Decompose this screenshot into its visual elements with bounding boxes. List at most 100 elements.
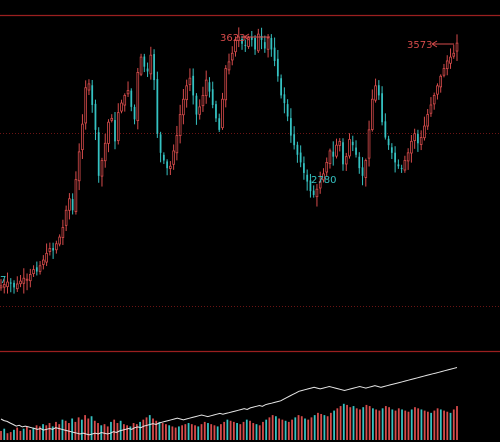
candle-body <box>322 173 325 181</box>
volume-bar <box>297 415 300 440</box>
candle-body <box>178 114 182 137</box>
candle-body <box>367 129 371 159</box>
volume-bar <box>210 424 213 440</box>
candle-body <box>42 259 45 265</box>
volume-bar <box>229 420 232 440</box>
volume-bar <box>249 420 251 440</box>
candle-body <box>328 150 332 165</box>
volume-bar <box>281 419 284 440</box>
volume-bar <box>401 409 403 440</box>
volume-bar <box>355 408 358 440</box>
volume-bar <box>207 423 209 440</box>
candle-body <box>81 123 84 151</box>
volume-bar <box>346 404 348 440</box>
volume-bar <box>317 412 319 440</box>
candle-body <box>358 156 361 169</box>
candle-body <box>390 147 393 153</box>
candle-body <box>84 87 87 124</box>
candle-body <box>344 156 348 165</box>
candle-body <box>283 94 286 104</box>
candle-body <box>452 52 456 57</box>
candle-body <box>146 68 149 72</box>
volume-bar <box>29 429 32 440</box>
volume-bar <box>232 421 235 440</box>
volume-bar <box>132 423 135 440</box>
candle-body <box>9 282 12 284</box>
candle-body <box>123 95 127 106</box>
candle-body <box>120 102 123 112</box>
volume-bar <box>161 423 164 440</box>
volume-bar <box>223 421 226 440</box>
volume-bar <box>333 410 336 440</box>
volume-bar <box>384 406 387 440</box>
volume-bar <box>216 426 219 440</box>
volume-bar <box>145 417 148 440</box>
candle-body <box>455 42 459 52</box>
candle-body <box>211 89 214 105</box>
candle-body <box>338 140 342 146</box>
candle-body <box>71 199 74 211</box>
volume-bar <box>294 417 297 440</box>
candle-body <box>100 160 104 177</box>
volume-bar <box>181 425 184 440</box>
candle-body <box>381 93 383 123</box>
candle-body <box>387 138 390 146</box>
volume-bar <box>368 406 371 440</box>
candle-body <box>198 106 201 115</box>
volume-bar <box>310 417 313 440</box>
candle-body <box>77 151 81 182</box>
candle-body <box>250 36 253 40</box>
volume-bar <box>394 410 397 440</box>
volume-bar <box>45 425 48 440</box>
volume-bar <box>436 408 439 440</box>
volume-bar <box>197 426 200 440</box>
candle-body <box>192 75 195 96</box>
volume-bar <box>417 408 420 440</box>
candle-body <box>110 117 114 121</box>
candle-body <box>188 77 192 85</box>
candle-body <box>332 151 335 157</box>
high-value-label: 3623 <box>220 33 245 44</box>
candle-body <box>342 142 344 165</box>
volume-bar <box>352 406 355 440</box>
volume-bar <box>339 406 342 440</box>
volume-bar <box>184 424 187 440</box>
candle-body <box>185 85 188 101</box>
candle-body <box>166 161 169 169</box>
volume-moving-average-line <box>0 367 458 436</box>
volume-bar <box>165 424 167 440</box>
candle-body <box>182 98 185 116</box>
candle-body <box>374 85 377 101</box>
candle-body <box>156 79 159 134</box>
volume-bar <box>262 421 264 440</box>
candle-body <box>136 72 140 122</box>
volume-bar <box>142 419 145 440</box>
candle-body <box>312 190 315 195</box>
candle-body <box>442 68 446 76</box>
volume-bar <box>152 418 154 440</box>
volume-bar <box>372 408 374 440</box>
volume-bar <box>51 426 54 440</box>
candle-body <box>400 167 403 169</box>
candle-body <box>237 36 241 41</box>
volume-bar-series <box>0 403 458 440</box>
volume-bar <box>313 415 316 440</box>
candle-body <box>58 236 61 245</box>
candle-body <box>32 269 35 274</box>
candle-body <box>130 90 133 107</box>
volume-bar <box>291 419 293 440</box>
volume-bar <box>93 420 96 440</box>
volume-bar <box>362 407 365 440</box>
volume-bar <box>80 419 83 440</box>
volume-bar <box>420 409 423 440</box>
candle-body <box>296 144 299 155</box>
volume-bar <box>245 419 248 440</box>
low-value-label: 2780 <box>311 175 336 186</box>
volume-bar <box>375 409 378 440</box>
volume-bar <box>426 411 429 440</box>
candle-body <box>410 140 413 154</box>
candle-body <box>48 248 52 252</box>
candle-body <box>306 174 309 182</box>
volume-bar <box>307 419 310 440</box>
